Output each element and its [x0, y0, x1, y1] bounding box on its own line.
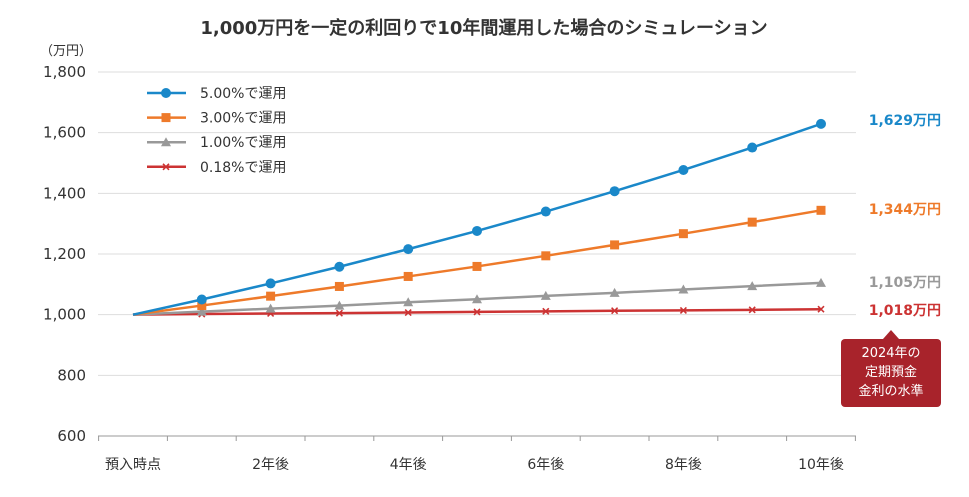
callout-text-line: 定期預金 [865, 364, 917, 380]
data-point [472, 261, 482, 271]
data-point [196, 306, 207, 316]
data-point [404, 308, 412, 317]
data-point [678, 284, 689, 294]
data-point [747, 217, 757, 227]
data-point [816, 118, 826, 129]
x-axis: 預入時点 2年後 4年後 6年後 8年後 10年後 [98, 435, 856, 473]
series-group [132, 118, 826, 318]
legend: 5.00%で運用 3.00%で運用 1.00%で運用 0.18%で運用 [147, 86, 286, 176]
data-point [334, 261, 345, 272]
series-3 [132, 305, 825, 318]
data-point [542, 307, 550, 315]
series-0 [132, 118, 826, 316]
data-point [816, 277, 826, 287]
data-point-stroke [817, 305, 825, 313]
data-point [541, 251, 551, 261]
data-point [161, 137, 171, 147]
legend-item: 0.18%で運用 [147, 160, 286, 176]
end-value-label: 1,105万円 [869, 275, 941, 291]
series-line [132, 122, 822, 316]
callout-text-line: 2024年の [861, 346, 920, 361]
legend-label: 0.18%で運用 [200, 160, 286, 176]
end-value-label: 1,018万円 [869, 303, 941, 319]
y-tick-label: 1,200 [43, 245, 86, 263]
data-point [197, 301, 207, 311]
data-point-stroke [404, 308, 412, 317]
callout-text-line: 金利の水準 [858, 383, 923, 399]
y-tick-label: 800 [57, 366, 86, 384]
y-tick-label: 1,400 [43, 184, 86, 202]
data-point [403, 244, 414, 255]
legend-label: 5.00%で運用 [200, 86, 286, 102]
data-point [611, 307, 619, 315]
data-point [609, 186, 620, 197]
legend-item: 1.00%で運用 [147, 135, 286, 151]
data-point [196, 294, 207, 305]
data-point [817, 305, 825, 313]
data-point [265, 278, 276, 289]
data-point [748, 306, 756, 314]
legend-label: 3.00%で運用 [200, 111, 286, 127]
x-tick-label: 預入時点 [105, 457, 161, 473]
x-tick-label: 8年後 [665, 457, 702, 473]
y-tick-label: 1,600 [43, 124, 86, 142]
y-tick-label: 1,800 [43, 63, 86, 81]
y-tick-label: 600 [57, 427, 86, 445]
series-1 [132, 205, 826, 316]
data-point [161, 88, 171, 98]
end-value-label: 1,344万円 [869, 202, 941, 218]
data-point [747, 281, 758, 291]
legend-item: 5.00%で運用 [147, 86, 286, 102]
end-value-label: 1,629万円 [869, 113, 941, 129]
x-tick-label: 2年後 [252, 457, 289, 473]
data-point [334, 300, 345, 310]
y-tick-label: 1,000 [43, 306, 86, 324]
data-point-stroke [473, 308, 481, 316]
end-labels: 1,629万円 1,344万円 1,105万円 1,018万円 [869, 113, 941, 319]
x-tick-label: 6年後 [527, 457, 564, 473]
chart-title: 1,000万円を一定の利回りで10年間運用した場合のシミュレーション [200, 17, 767, 39]
data-point [472, 225, 482, 236]
data-point [540, 290, 551, 300]
y-axis-unit-label: （万円） [40, 44, 92, 59]
data-point [679, 306, 687, 314]
data-point-stroke [679, 306, 687, 314]
data-point [678, 229, 688, 239]
data-point [162, 163, 170, 171]
callout-box [841, 339, 941, 407]
legend-item: 3.00%で運用 [147, 111, 286, 127]
data-point [610, 240, 620, 250]
data-point [609, 287, 620, 297]
data-point [266, 291, 276, 301]
legend-label: 1.00%で運用 [200, 135, 286, 151]
data-point-stroke [162, 163, 170, 171]
data-point-stroke [542, 307, 550, 315]
data-point-stroke [611, 307, 619, 315]
data-point [334, 281, 344, 291]
data-point [335, 309, 343, 317]
data-point [265, 303, 276, 313]
y-axis-ticks: 600 800 1,000 1,200 1,400 1,600 1,800 [43, 63, 86, 445]
x-tick-label: 4年後 [390, 457, 427, 473]
data-point [403, 271, 413, 281]
callout-pointer [883, 330, 899, 339]
data-point [747, 142, 758, 153]
data-point [678, 164, 689, 175]
data-point [161, 113, 171, 123]
x-tick-label: 10年後 [798, 457, 844, 473]
data-point-stroke [748, 306, 756, 314]
data-point [540, 206, 551, 217]
data-point [816, 205, 826, 215]
data-point [403, 297, 414, 307]
data-point-stroke [335, 309, 343, 317]
series-2 [132, 277, 826, 316]
data-point [472, 294, 482, 304]
data-point [473, 308, 481, 316]
